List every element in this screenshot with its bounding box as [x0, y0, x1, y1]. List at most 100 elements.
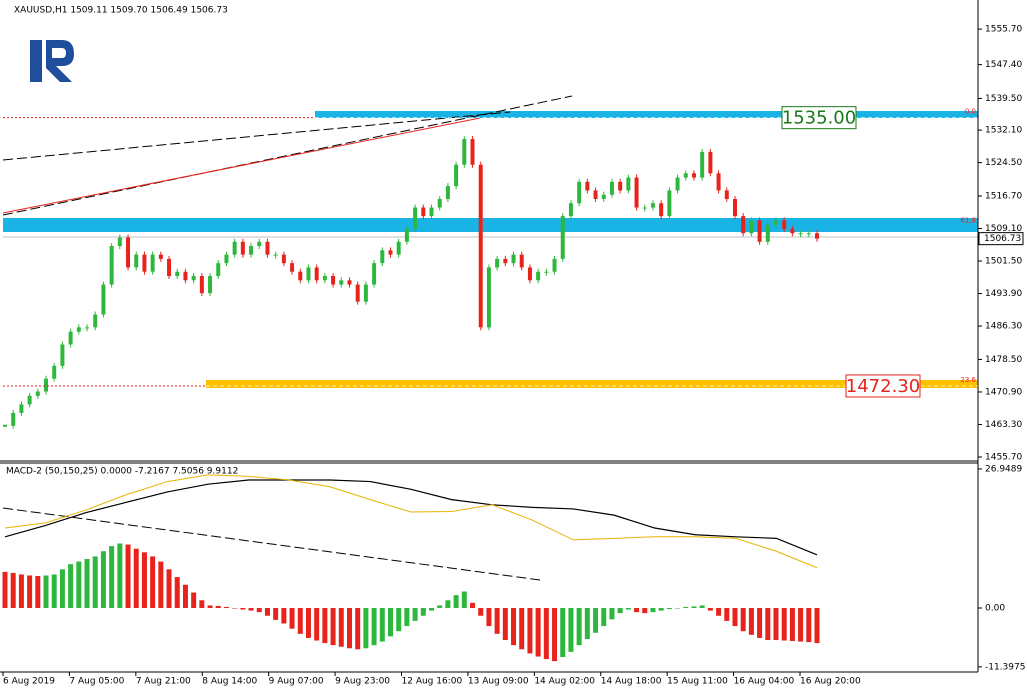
macd-bar — [125, 544, 131, 609]
candle — [265, 241, 270, 255]
candle — [355, 284, 360, 302]
macd-bar — [117, 543, 123, 609]
candle — [93, 314, 98, 328]
candle — [437, 198, 442, 208]
candle — [593, 190, 598, 199]
candle — [257, 241, 262, 247]
support-band — [3, 218, 978, 232]
y-tick-label: 1547.40 — [985, 60, 1022, 70]
macd-bar — [51, 574, 57, 609]
macd-bar — [223, 606, 229, 609]
macd-bar — [68, 564, 74, 609]
candle — [199, 276, 204, 294]
macd-bar — [182, 584, 188, 609]
macd-bar — [109, 546, 115, 609]
candle — [60, 344, 65, 366]
candle — [511, 254, 516, 264]
candle — [724, 190, 729, 199]
candle — [757, 220, 762, 242]
candle — [44, 378, 49, 392]
macd-bar — [634, 608, 640, 613]
macd-bar — [297, 608, 303, 634]
candle — [19, 404, 24, 413]
candle — [191, 276, 196, 281]
candle — [175, 271, 180, 276]
macd-bar — [625, 608, 631, 610]
candle — [388, 250, 393, 255]
candle — [363, 284, 368, 302]
macd-bar — [519, 608, 525, 650]
candle — [101, 284, 106, 315]
macd-bar — [675, 608, 681, 609]
macd-bar — [150, 556, 156, 609]
macd-bar — [240, 608, 246, 610]
y-tick-label: 1516.70 — [985, 191, 1022, 201]
y-tick-label: 1539.50 — [985, 94, 1022, 104]
macd-bar — [691, 606, 697, 609]
candle — [68, 331, 73, 345]
macd-bar — [273, 608, 279, 620]
macd-title: MACD-2 (50,150,25) 0.0000 -7.2167 7.5056… — [6, 467, 238, 477]
candle — [626, 177, 631, 191]
macd-bar — [593, 608, 599, 633]
y-tick-label: 1509.10 — [985, 224, 1022, 234]
candle — [35, 391, 40, 396]
macd-bar — [748, 608, 754, 635]
macd-bar — [379, 608, 385, 642]
candle — [76, 327, 81, 332]
macd-bar — [289, 608, 295, 629]
candle — [741, 216, 746, 234]
macd-bar — [486, 608, 492, 627]
candle — [158, 254, 163, 259]
candle — [454, 164, 459, 187]
macd-bar — [76, 561, 82, 609]
x-tick-label: 16 Aug 20:00 — [800, 677, 861, 687]
candle — [495, 258, 500, 268]
candle — [659, 203, 664, 217]
candle — [421, 207, 426, 217]
level-label: 1472.30 — [846, 376, 920, 397]
candle — [470, 139, 475, 165]
candle — [208, 276, 213, 294]
candle — [52, 365, 57, 379]
macd-bar — [191, 592, 197, 609]
macd-bar — [27, 575, 33, 609]
candle — [224, 254, 229, 264]
macd-bar — [740, 608, 746, 632]
candle — [331, 276, 336, 285]
candle — [503, 258, 508, 264]
macd-bar — [84, 558, 90, 609]
macd-bar — [765, 608, 771, 641]
macd-bar — [601, 608, 607, 627]
macd-trend-line — [2, 507, 541, 581]
candle — [347, 280, 352, 285]
level-box — [781, 106, 857, 130]
logo-stem — [30, 40, 42, 82]
macd-bar — [642, 608, 648, 614]
macd-bar — [264, 608, 270, 616]
candle — [249, 246, 254, 255]
candle — [150, 254, 155, 272]
candle — [765, 224, 770, 242]
macd-bar — [232, 608, 238, 609]
macd-bar — [543, 608, 549, 660]
x-tick-label: 15 Aug 11:00 — [667, 677, 728, 687]
macd-bar — [535, 608, 541, 657]
macd-bar — [330, 608, 336, 646]
candle — [560, 216, 565, 259]
macd-bar — [502, 608, 508, 641]
candle — [322, 276, 327, 281]
candle — [577, 181, 582, 204]
candle — [216, 263, 221, 276]
macd-bar — [322, 608, 328, 644]
y-tick-label: 1532.10 — [985, 126, 1022, 136]
macd-bar — [461, 591, 467, 609]
macd-bar — [806, 608, 812, 643]
macd-bar — [215, 605, 221, 609]
macd-bar — [396, 608, 402, 632]
y-tick-label: 1501.50 — [985, 257, 1022, 267]
level-label: 1535.00 — [782, 108, 856, 129]
y-tick-label: 1478.50 — [985, 355, 1022, 365]
resistance-band — [315, 111, 978, 118]
macd-bar — [757, 608, 763, 638]
